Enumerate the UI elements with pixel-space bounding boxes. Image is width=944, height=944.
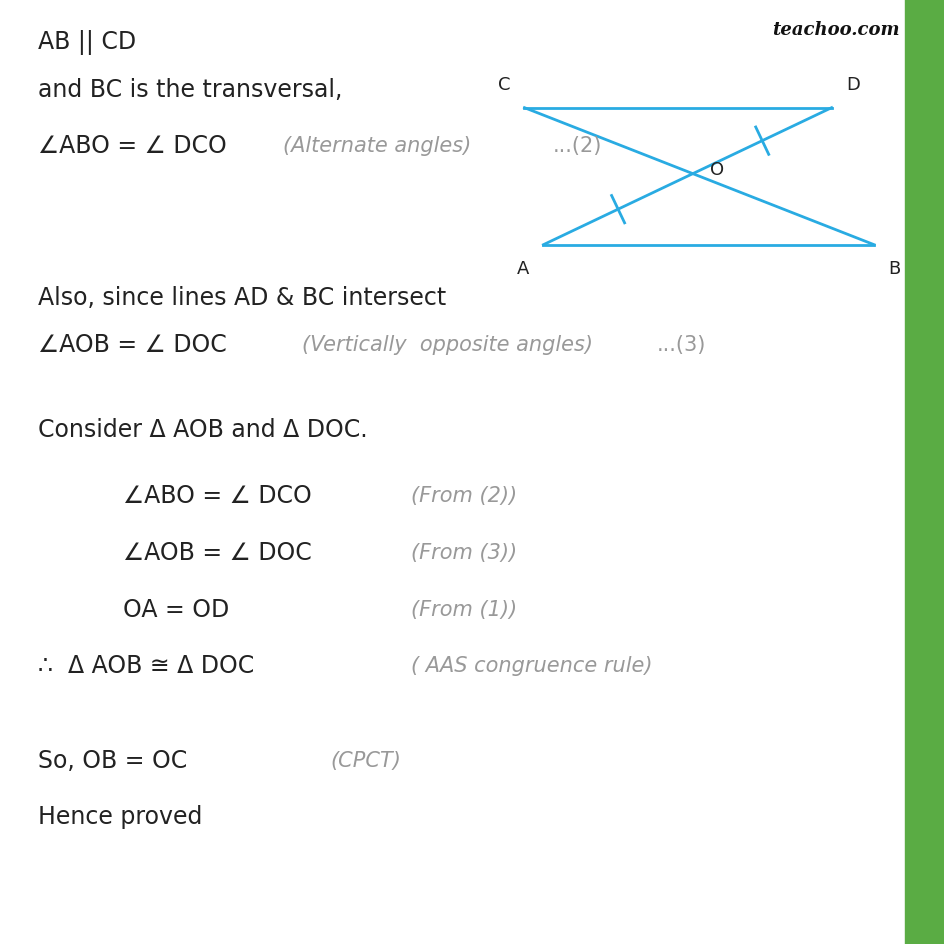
- Text: O: O: [709, 160, 723, 178]
- Text: ∠AOB = ∠ DOC: ∠AOB = ∠ DOC: [123, 540, 312, 565]
- Text: C: C: [497, 76, 510, 94]
- Text: B: B: [887, 260, 900, 278]
- Text: and BC is the transversal,: and BC is the transversal,: [38, 77, 342, 102]
- Text: (From (2)): (From (2)): [411, 485, 516, 506]
- Text: (From (3)): (From (3)): [411, 542, 516, 563]
- Text: ∴  Δ AOB ≅ Δ DOC: ∴ Δ AOB ≅ Δ DOC: [38, 653, 254, 678]
- Text: AB || CD: AB || CD: [38, 30, 136, 55]
- Text: ∠ABO = ∠ DCO: ∠ABO = ∠ DCO: [38, 134, 227, 159]
- Text: ...(3): ...(3): [656, 334, 705, 355]
- Text: (Vertically  opposite angles): (Vertically opposite angles): [302, 334, 593, 355]
- Text: ∠AOB = ∠ DOC: ∠AOB = ∠ DOC: [38, 332, 227, 357]
- Text: teachoo.com: teachoo.com: [771, 21, 899, 39]
- Text: OA = OD: OA = OD: [123, 597, 228, 621]
- Text: (CPCT): (CPCT): [330, 750, 401, 770]
- Text: Consider Δ AOB and Δ DOC.: Consider Δ AOB and Δ DOC.: [38, 417, 367, 442]
- Text: D: D: [845, 76, 859, 94]
- Text: (From (1)): (From (1)): [411, 598, 516, 619]
- Text: A: A: [516, 260, 529, 278]
- Text: So, OB = OC: So, OB = OC: [38, 748, 187, 772]
- Text: Also, since lines AD & BC intersect: Also, since lines AD & BC intersect: [38, 285, 446, 310]
- Text: ( AAS congruence rule): ( AAS congruence rule): [411, 655, 652, 676]
- Text: Hence proved: Hence proved: [38, 804, 202, 829]
- Bar: [904, 0, 944, 944]
- Text: ∠ABO = ∠ DCO: ∠ABO = ∠ DCO: [123, 483, 312, 508]
- Text: ...(2): ...(2): [552, 136, 601, 157]
- Text: (Alternate angles): (Alternate angles): [283, 136, 471, 157]
